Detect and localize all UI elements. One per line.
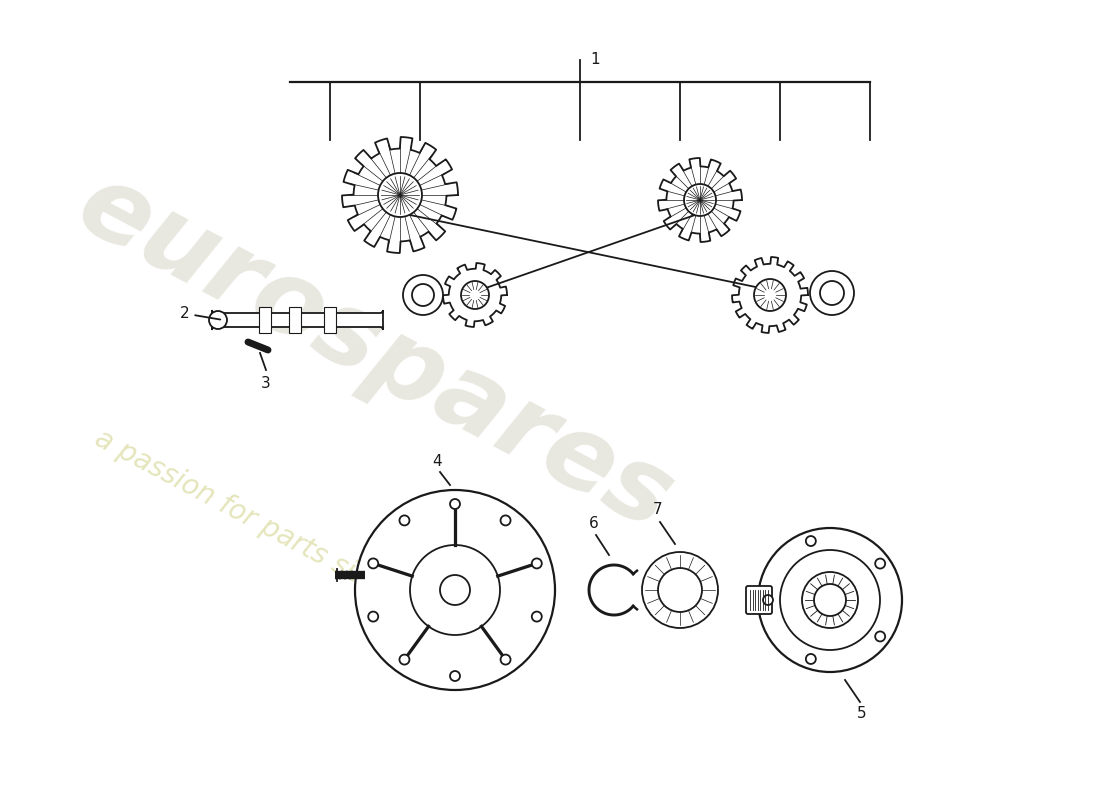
FancyBboxPatch shape [212,310,383,330]
Text: 3: 3 [261,375,271,390]
Polygon shape [443,263,507,327]
Circle shape [642,552,718,628]
Text: eurospares: eurospares [60,154,689,552]
Circle shape [209,311,227,329]
Polygon shape [732,257,808,333]
Circle shape [500,654,510,665]
Text: 5: 5 [857,706,867,722]
Circle shape [531,558,542,569]
Bar [258,307,271,333]
Circle shape [461,281,490,309]
Circle shape [450,499,460,509]
Circle shape [802,572,858,628]
Circle shape [758,528,902,672]
Text: 7: 7 [653,502,663,518]
Circle shape [780,550,880,650]
Text: 4: 4 [432,454,442,470]
Circle shape [368,611,378,622]
Circle shape [378,173,422,217]
Circle shape [368,558,378,569]
Circle shape [450,671,460,681]
Circle shape [876,631,886,642]
Circle shape [531,611,542,622]
Circle shape [810,271,854,315]
Circle shape [399,654,409,665]
Circle shape [684,184,716,216]
Circle shape [876,558,886,569]
Bar [324,307,336,333]
Text: 2: 2 [180,306,220,321]
Circle shape [403,275,443,315]
Circle shape [355,490,556,690]
Polygon shape [658,158,742,242]
Circle shape [500,515,510,526]
Polygon shape [342,137,458,253]
Circle shape [410,545,500,635]
Circle shape [658,568,702,612]
Circle shape [806,654,816,664]
Text: 6: 6 [590,515,598,530]
Circle shape [399,515,409,526]
Text: a passion for parts since 1985: a passion for parts since 1985 [90,424,474,646]
Circle shape [814,584,846,616]
Circle shape [806,536,816,546]
Text: 1: 1 [590,53,600,67]
Circle shape [440,575,470,605]
Bar [289,307,301,333]
Circle shape [763,595,773,605]
FancyBboxPatch shape [746,586,772,614]
Circle shape [754,279,786,311]
